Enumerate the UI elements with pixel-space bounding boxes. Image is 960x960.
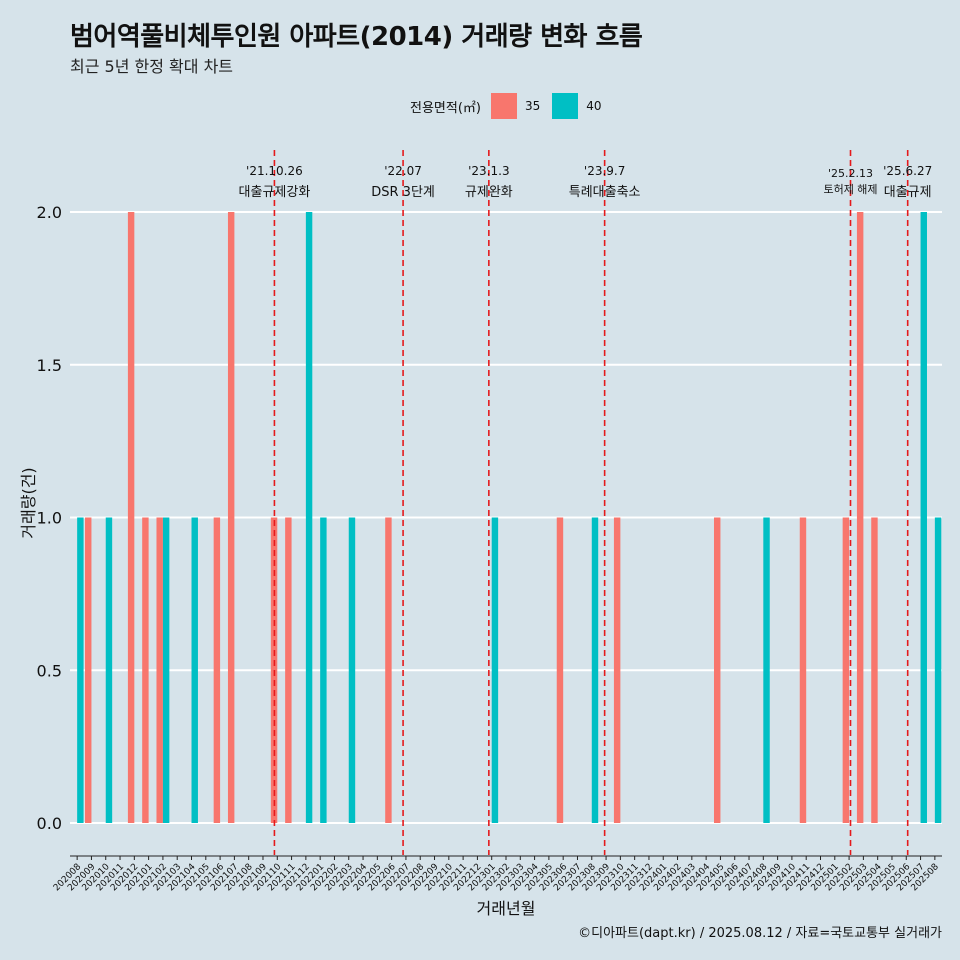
event-label: 규제완화 — [465, 185, 513, 200]
event-date: '25.2.13 — [828, 167, 873, 180]
y-tick-label: 0.0 — [37, 814, 62, 833]
source-caption: ©디아파트(dapt.kr) / 2025.08.12 / 자료=국토교통부 실… — [578, 926, 942, 941]
legend-label-35: 35 — [524, 99, 541, 113]
legend-key-35 — [490, 93, 517, 119]
bar-40 — [763, 517, 770, 823]
bar-35 — [842, 517, 850, 823]
legend-title: 전용면적(㎡) — [410, 100, 481, 116]
bar-35 — [799, 517, 807, 823]
y-tick-label: 1.0 — [37, 509, 62, 528]
bar-35 — [85, 517, 92, 823]
bar-35 — [213, 517, 221, 823]
bar-35 — [871, 517, 878, 823]
bar-35 — [127, 212, 135, 823]
event-date: '22.07 — [384, 164, 422, 178]
event-label: 특례대출축소 — [569, 185, 641, 200]
event-label: DSR 3단계 — [371, 185, 435, 200]
bar-35 — [227, 212, 235, 823]
y-tick-label: 2.0 — [37, 203, 62, 222]
bar-35 — [556, 517, 564, 823]
y-axis-title: 거래량(건) — [19, 467, 38, 538]
bar-40 — [920, 212, 927, 823]
bar-35 — [713, 517, 721, 823]
bar-35 — [285, 517, 292, 823]
bar-40 — [934, 517, 942, 823]
legend-key-40 — [552, 93, 579, 119]
bar-40 — [591, 517, 599, 823]
legend-label-40: 40 — [586, 99, 602, 113]
bar-40 — [305, 212, 313, 823]
event-date: '25.6.27 — [883, 164, 932, 178]
event-label: 대출규제 — [884, 185, 932, 200]
bar-40 — [320, 517, 327, 823]
event-date: '23.9.7 — [584, 164, 625, 178]
event-label: 토허제 해제 — [823, 182, 877, 196]
bar-35 — [385, 517, 392, 823]
bar-40 — [191, 517, 198, 823]
bar-35 — [156, 517, 163, 823]
bar-40 — [77, 517, 84, 823]
y-tick-label: 0.5 — [37, 661, 62, 680]
chart-subtitle: 최근 5년 한정 확대 차트 — [70, 57, 234, 76]
event-date: '23.1.3 — [468, 164, 509, 178]
bar-40 — [348, 517, 356, 823]
bar-35 — [613, 517, 621, 823]
legend: 전용면적(㎡) 35 40 — [410, 93, 614, 119]
x-axis-title: 거래년월 — [477, 899, 536, 918]
bar-40 — [105, 517, 113, 823]
y-tick-label: 1.5 — [37, 356, 62, 375]
bar-35 — [856, 212, 864, 823]
bar-35 — [142, 517, 149, 823]
bar-40 — [491, 517, 499, 823]
event-date: '21.10.26 — [246, 164, 303, 178]
bar-40 — [162, 517, 170, 823]
chart-title: 범어역풀비체투인원 아파트(2014) 거래량 변화 흐름 — [70, 22, 643, 52]
event-label: 대출규제강화 — [239, 185, 311, 200]
